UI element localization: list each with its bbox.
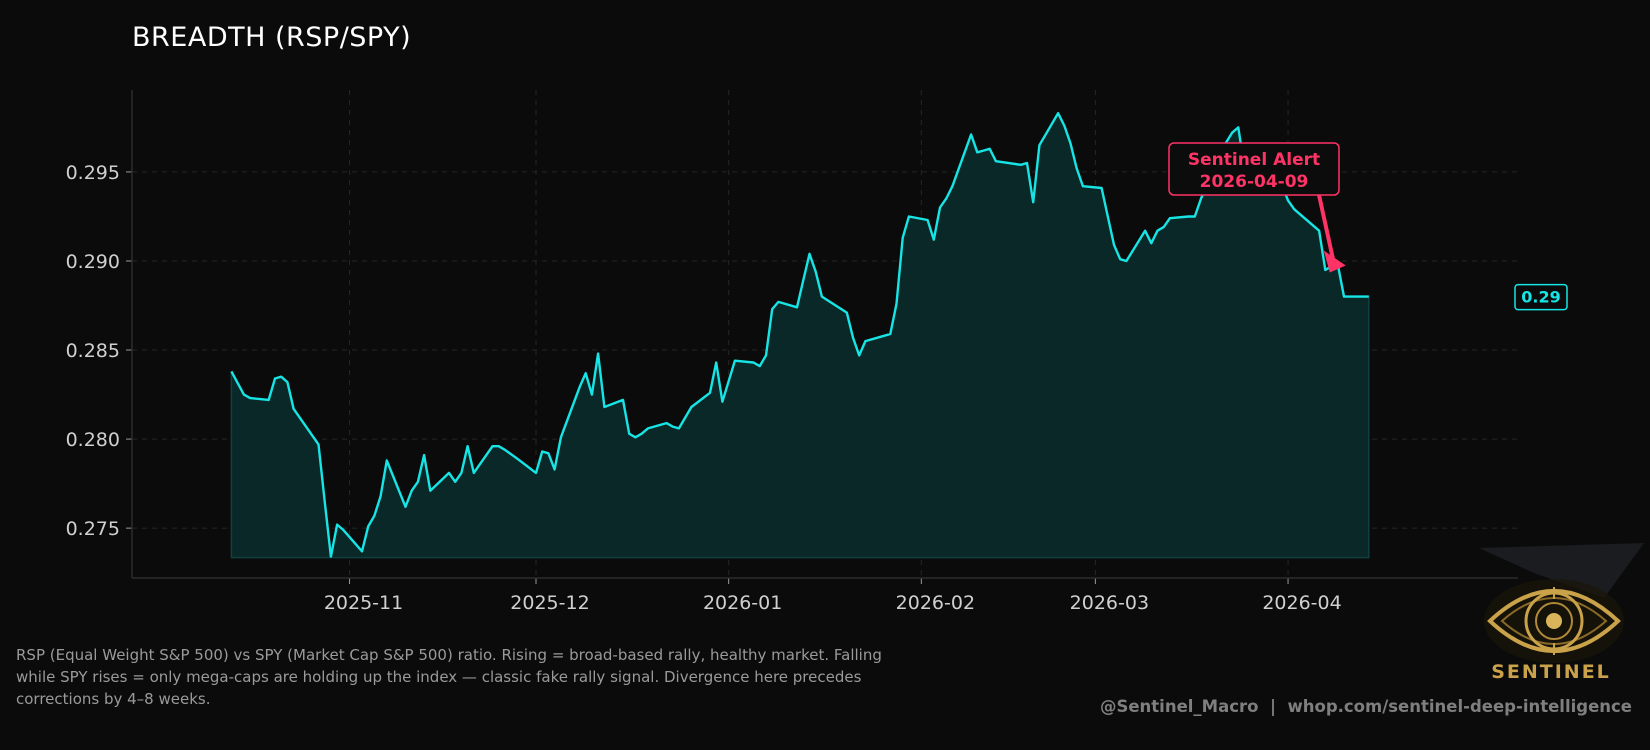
y-tick-label: 0.295 xyxy=(66,162,120,184)
credit-line: @Sentinel_Macro | whop.com/sentinel-deep… xyxy=(1099,697,1632,716)
annotation-arrow xyxy=(1317,194,1336,263)
x-tick-label: 2026-02 xyxy=(896,592,975,614)
sentinel-eye-logo xyxy=(1479,543,1644,663)
last-value-box xyxy=(1514,283,1568,311)
y-tick-label: 0.285 xyxy=(66,340,120,362)
chart-caption: RSP (Equal Weight S&P 500) vs SPY (Marke… xyxy=(16,646,882,708)
x-tick-label: 2025-11 xyxy=(324,592,403,614)
x-tick-label: 2025-12 xyxy=(510,592,589,614)
annotation-title: Sentinel Alert xyxy=(1188,150,1320,170)
annotation-date: 2026-04-09 xyxy=(1200,172,1309,192)
logo-text: SENTINEL xyxy=(1491,661,1611,683)
chart-title: BREADTH (RSP/SPY) xyxy=(132,22,412,53)
x-tick-label: 2026-04 xyxy=(1262,592,1341,614)
x-tick-label: 2026-03 xyxy=(1070,592,1149,614)
y-tick-label: 0.280 xyxy=(66,429,120,451)
series-line xyxy=(230,112,1369,558)
y-tick-label: 0.275 xyxy=(66,518,120,540)
annotation-arrowhead xyxy=(1323,250,1346,273)
annotation-box xyxy=(1168,142,1340,196)
x-tick-label: 2026-01 xyxy=(703,592,782,614)
y-tick-label: 0.290 xyxy=(66,251,120,273)
last-value-label: 0.29 xyxy=(1521,288,1560,307)
